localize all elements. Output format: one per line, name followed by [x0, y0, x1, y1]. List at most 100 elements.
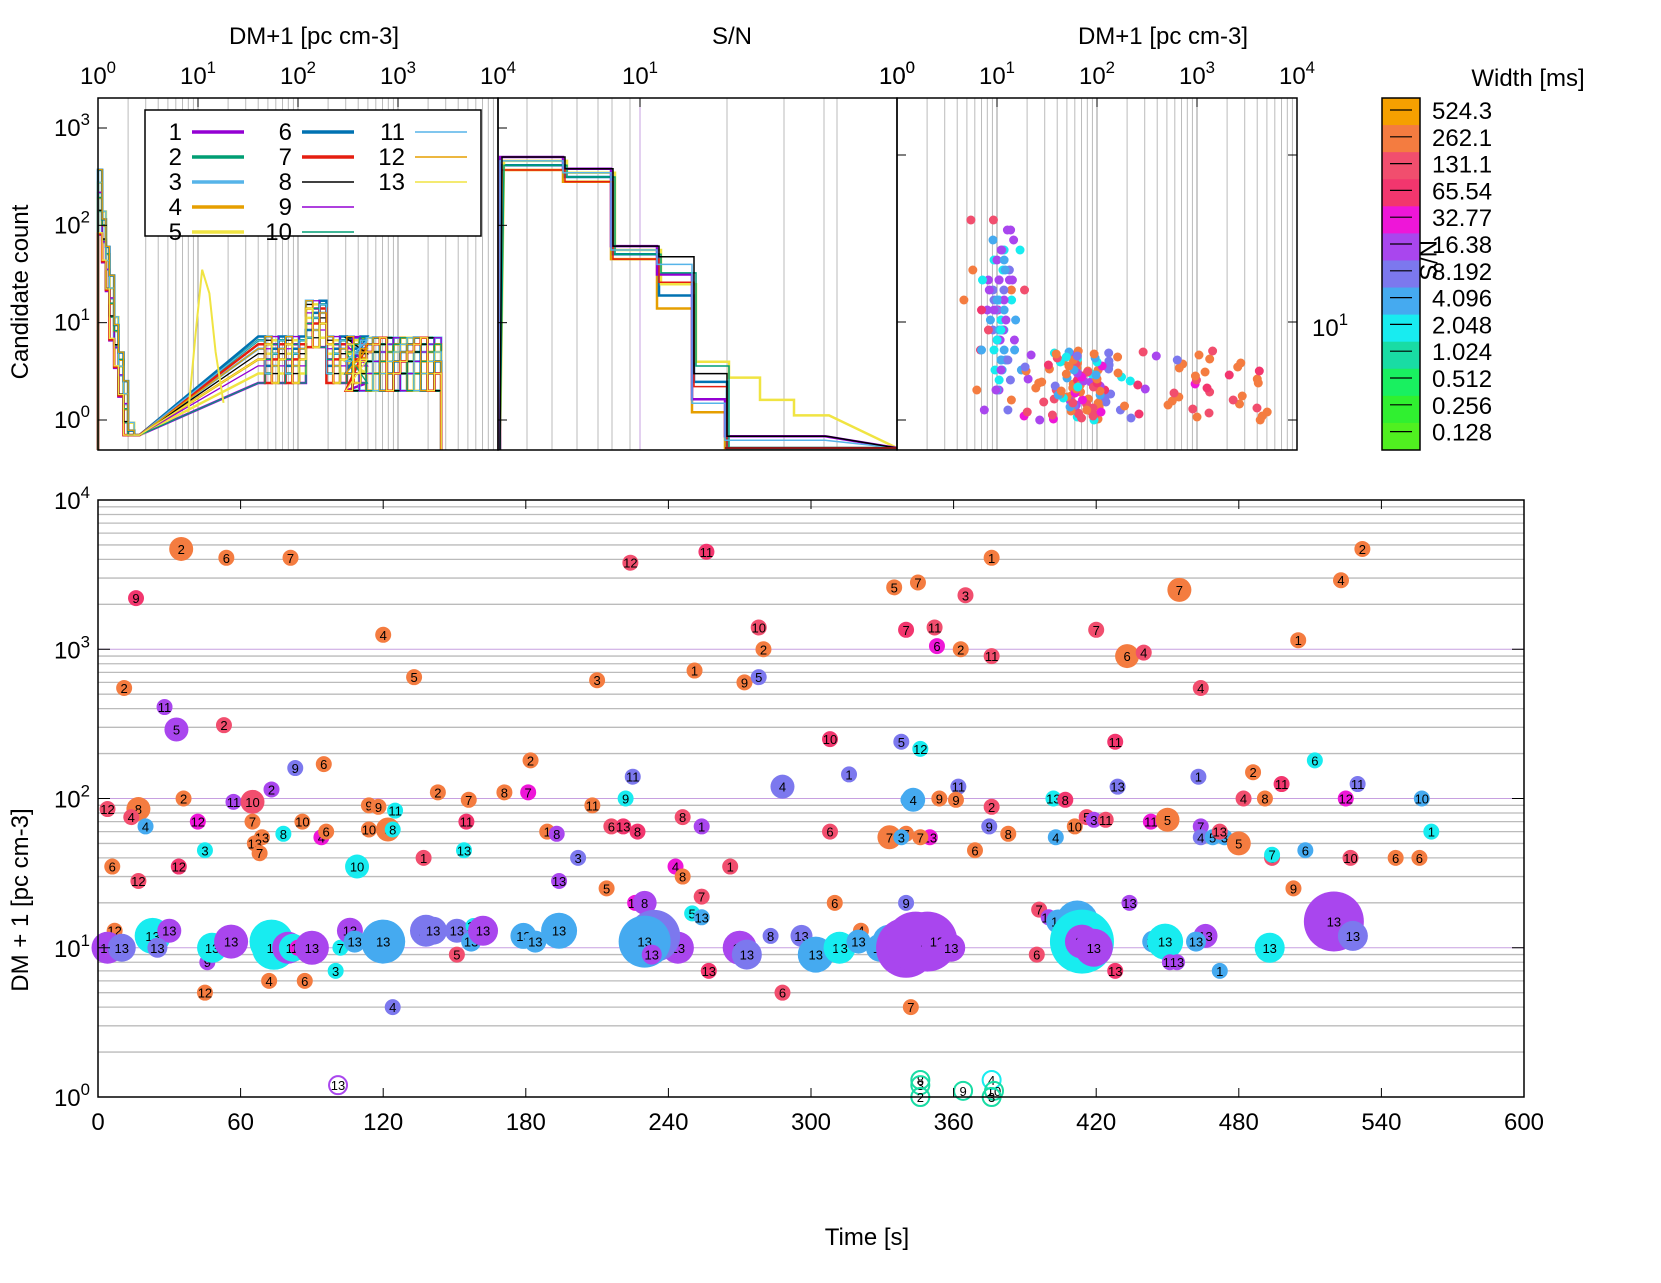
- dm-time-point: [822, 823, 839, 840]
- dm-time-point: [1000, 825, 1017, 842]
- dm-time-point-label: 13: [552, 874, 566, 889]
- dm-time-point-label: 13: [694, 910, 708, 925]
- dm-time-point: [983, 549, 1000, 566]
- dm-time-point: [957, 587, 974, 604]
- dm-time-point: [1332, 572, 1349, 589]
- scatter-point: [989, 345, 999, 355]
- scatter-point: [1188, 404, 1198, 414]
- scatter-point: [992, 335, 1002, 345]
- scatter-point: [988, 235, 998, 245]
- dm-time-point: [1028, 946, 1045, 963]
- dm-time-point-label: 1: [691, 664, 698, 679]
- legend-label: 7: [279, 144, 292, 171]
- dm-time-point-label: 13: [1122, 896, 1136, 911]
- scatter-point: [1138, 347, 1148, 357]
- dm-time-point-label: 2: [957, 642, 964, 657]
- scatter-point: [994, 375, 1004, 385]
- x-tick-label: 300: [791, 1109, 831, 1136]
- scatter-point: [999, 285, 1009, 295]
- dm-time-point-label: 4: [380, 628, 387, 643]
- dm-time-point-label: 8: [679, 870, 686, 885]
- dm-time-point-label: 6: [933, 639, 940, 654]
- colorbar-band: [1382, 422, 1420, 451]
- dm-time-point: [218, 549, 235, 566]
- dm-time-point-label: 13: [450, 924, 464, 939]
- dm-time-point-label: 11: [1108, 735, 1122, 750]
- x-tick-label: 100: [879, 58, 915, 90]
- dm-time-point-label: 3: [962, 588, 969, 603]
- dm-time-point-label: 7: [1036, 903, 1043, 918]
- dm-time-point: [1047, 829, 1064, 846]
- dm-time-point-label: 11: [586, 798, 600, 813]
- dm-time-point: [931, 790, 948, 807]
- scatter-point: [1006, 395, 1016, 405]
- dm-time-point: [750, 619, 767, 636]
- dm-time-point: [1349, 776, 1366, 793]
- dm-time-point-label: 6: [301, 974, 308, 989]
- dm-time-point-label: 5: [410, 670, 417, 685]
- legend-label: 9: [279, 194, 292, 221]
- dm-time-point: [1192, 829, 1209, 846]
- dm-time-point-label: 9: [204, 955, 211, 970]
- dm-time-point: [1337, 790, 1354, 807]
- dm-time-point-label: 13: [944, 941, 958, 956]
- scatter-point: [991, 385, 1001, 395]
- dm-time-point-label: 13: [115, 941, 129, 956]
- dm-time-point-label: 7: [902, 623, 909, 638]
- dm-time-point-label: 4: [1197, 830, 1204, 845]
- dm-time-point-label: 6: [323, 825, 330, 840]
- dm-time-point-label: 13: [347, 935, 361, 950]
- dm-time-point: [175, 790, 192, 807]
- y-tick-label: 102: [54, 208, 90, 240]
- dm-time-point-label: 11: [985, 649, 999, 664]
- dm-time-point-label: 10: [1415, 792, 1429, 807]
- x-tick-label: 104: [480, 58, 516, 90]
- dm-time-point-label: 6: [1416, 851, 1423, 866]
- dm-time-point-label: 13: [616, 819, 630, 834]
- dm-time-point-label: 13: [224, 935, 238, 950]
- legend-label: 10: [265, 219, 292, 246]
- dm-time-point-label: 4: [1337, 573, 1344, 588]
- dm-time-point-label: 4: [672, 860, 679, 875]
- dm-time-point: [841, 766, 858, 783]
- dm-time-point-label: 8: [280, 827, 287, 842]
- sn-histogram-series: [499, 156, 898, 451]
- dm-time-point-label: 11: [460, 815, 474, 830]
- dm-time-point: [360, 821, 377, 838]
- dm-time-point-label: 6: [1302, 843, 1309, 858]
- dm-time-point-label: 10: [295, 815, 309, 830]
- dm-time-point-label: 1: [988, 551, 995, 566]
- dm-time-point: [877, 825, 902, 850]
- dm-time-point-label: 11: [1351, 777, 1365, 792]
- scatter-point: [1003, 355, 1013, 365]
- dm-time-point: [468, 915, 499, 946]
- scatter-point: [1007, 275, 1017, 285]
- dm-time-point: [196, 984, 213, 1001]
- dm-time-point-label: 5: [603, 881, 610, 896]
- dm-time-point-label: 13: [457, 843, 471, 858]
- scatter-point: [1125, 376, 1135, 386]
- scatter-point: [1096, 407, 1106, 417]
- scatter-point: [999, 255, 1009, 265]
- dm-time-point-label: 10: [362, 822, 376, 837]
- dm-time-point: [415, 849, 432, 866]
- dm-time-point: [107, 933, 136, 962]
- x-tick-label: 101: [622, 58, 658, 90]
- dm-time-point: [548, 825, 565, 842]
- dm-time-point-label: 11: [952, 780, 966, 795]
- dm-time-point: [361, 919, 406, 964]
- dm-time-point-label: 3: [1090, 813, 1097, 828]
- scatter-point: [1083, 367, 1093, 377]
- dm-time-point-label: 2: [434, 785, 441, 800]
- dm-time-point: [1097, 811, 1114, 828]
- dm-time-point-label: 4: [1052, 830, 1059, 845]
- dm-time-point-label: 9: [986, 819, 993, 834]
- dm-time-point: [370, 798, 387, 815]
- dm-time-point-label: 1: [1428, 825, 1435, 840]
- scatter-point: [996, 325, 1006, 335]
- main-x-axis-label: Time [s]: [825, 1224, 909, 1251]
- x-tick-label: 0: [91, 1109, 104, 1136]
- scatter-point: [1002, 225, 1012, 235]
- scatter-point: [1056, 386, 1066, 396]
- dm-time-point: [755, 641, 772, 658]
